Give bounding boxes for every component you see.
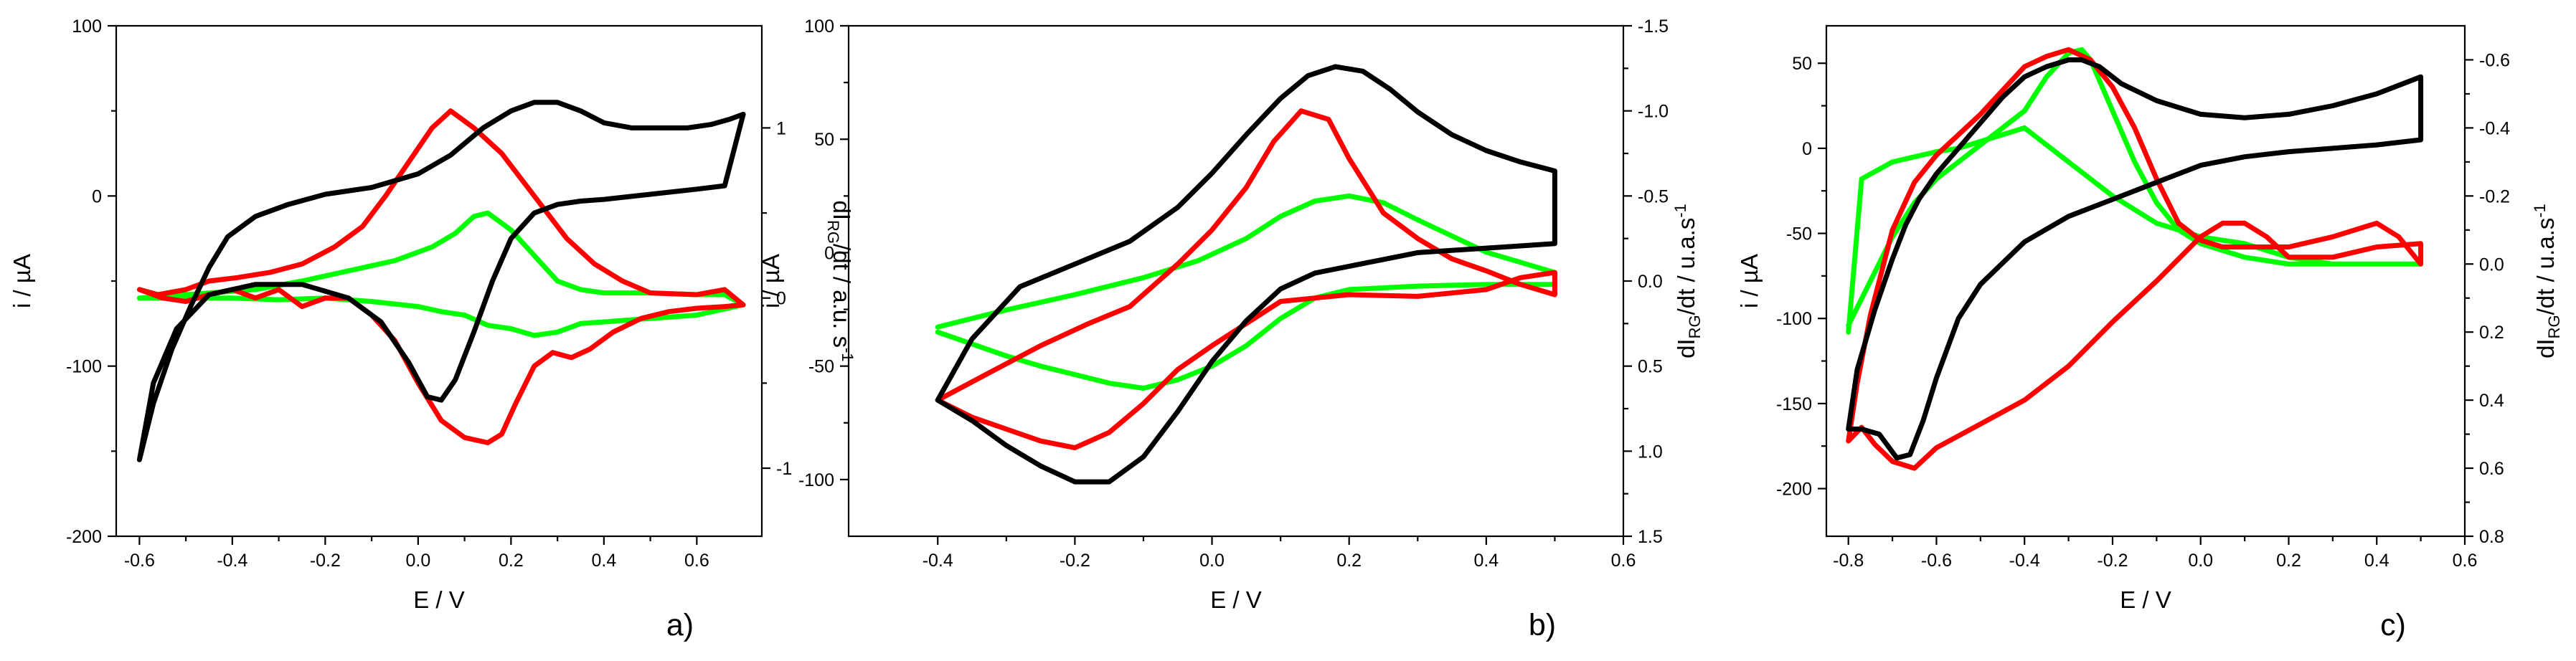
y-tick-label: -200 <box>66 527 102 547</box>
ticks-b: -0.4 -0.2 0.0 0.2 0.4 0.6 -100 -50 0 50 100 -1.5 -1.… <box>798 16 1669 571</box>
y-tick-label: -50 <box>1786 224 1812 244</box>
y2-tick-label: 0.2 <box>2479 323 2504 343</box>
y2-tick-label: -0.5 <box>1638 186 1669 206</box>
y2-tick-label: 0.5 <box>1638 357 1663 377</box>
series-drg-dt-green <box>1846 47 2424 335</box>
y2-tick-label: -0.2 <box>2479 186 2510 206</box>
y-tick-label: 0 <box>92 186 102 206</box>
y2-tick-label: -0.6 <box>2479 50 2510 70</box>
panel-b: -0.4 -0.2 0.0 0.2 0.4 0.6 -100 -50 0 50 100 -1.5 -1.… <box>758 16 1704 642</box>
curves-c <box>1846 47 2424 471</box>
x-tick-label: 0.6 <box>684 551 709 571</box>
series-cv <box>136 100 746 462</box>
y2-tick-label: -1 <box>776 459 792 479</box>
y-tick-label: -100 <box>66 357 102 377</box>
y2-tick-label: -1.0 <box>1638 102 1669 122</box>
series-drg-dt-green <box>136 210 746 338</box>
x-tick-label: 0.0 <box>405 551 430 571</box>
panel-a: -0.6 -0.4 -0.2 0.0 0.2 0.4 0.6 -200 -100 0 100 -1 0 1… <box>9 16 857 642</box>
y2-tick-label: 0.6 <box>2479 459 2504 479</box>
y2-tick-label: 0.0 <box>2479 255 2504 275</box>
x-tick-label: 0.2 <box>499 551 524 571</box>
y-tick-label: -150 <box>1776 394 1812 414</box>
x-tick-label: -0.4 <box>923 551 953 571</box>
ticks-c: -0.8 -0.6 -0.4 -0.2 0.0 0.2 0.4 0.6 -200 -150 -100… <box>1776 50 2510 571</box>
x-tick-label: 0.2 <box>2276 551 2301 571</box>
x-tick-label: -0.8 <box>1833 551 1864 571</box>
x-tick-label: -0.6 <box>124 551 155 571</box>
y-tick-label: -100 <box>798 470 834 490</box>
x-tick-label: -0.2 <box>310 551 341 571</box>
y-tick-label: 50 <box>814 130 834 150</box>
y2-tick-label: 1.5 <box>1638 527 1663 547</box>
y-tick-label: -50 <box>808 357 834 377</box>
panel-label: a) <box>666 608 694 642</box>
plot-frame <box>1825 24 2466 538</box>
y-tick-label: 50 <box>1792 54 1812 74</box>
x-tick-label: -0.2 <box>2097 551 2128 571</box>
x-tick-label: -0.2 <box>1060 551 1090 571</box>
series-drg-dt-red <box>136 108 746 445</box>
y-tick-label: -100 <box>1776 309 1812 329</box>
y2-tick-label: -1.5 <box>1638 16 1669 37</box>
x-tick-label: 0.4 <box>1473 551 1499 571</box>
y2-axis-title: dIRG/dt / a.u. s-1 <box>824 200 857 361</box>
x-axis-title: E / V <box>1210 586 1262 613</box>
y-tick-label: -200 <box>1776 480 1812 500</box>
x-tick-label: -0.4 <box>217 551 247 571</box>
series-cv <box>935 64 1557 485</box>
x-tick-label: 0.4 <box>2364 551 2389 571</box>
x-tick-label: -0.4 <box>2009 551 2040 571</box>
curves-a <box>136 100 746 462</box>
x-tick-label: 0.6 <box>2453 551 2478 571</box>
y-tick-label: 100 <box>804 16 834 37</box>
y2-tick-label: 0.8 <box>2479 527 2504 547</box>
x-tick-label: 0.0 <box>2188 551 2213 571</box>
panel-label: c) <box>2380 608 2406 642</box>
x-axis-title: E / V <box>413 586 465 613</box>
y2-tick-label: 1.0 <box>1638 442 1663 462</box>
y2-tick-label: 0.0 <box>1638 272 1663 292</box>
series-cv <box>1846 57 2424 461</box>
x-tick-label: 0.2 <box>1336 551 1362 571</box>
y-tick-label: 0 <box>1802 139 1812 159</box>
y-axis-title: i / µA <box>9 254 35 308</box>
curves-b <box>935 64 1557 485</box>
y-tick-label: 100 <box>72 16 102 37</box>
y2-tick-label: -0.4 <box>2479 118 2510 138</box>
y2-axis-title: dIRG/dt / u.a.s-1 <box>1671 204 1704 358</box>
x-tick-label: -0.6 <box>1921 551 1952 571</box>
x-axis-title: E / V <box>2120 586 2171 613</box>
series-drg-dt-red <box>1846 47 2424 471</box>
panel-label: b) <box>1529 608 1556 642</box>
x-tick-label: 0.6 <box>1611 551 1636 571</box>
x-tick-label: 0.0 <box>1199 551 1225 571</box>
series-drg-dt-red <box>935 108 1557 451</box>
y2-tick-label: 0.4 <box>2479 391 2504 411</box>
panel-c: -0.8 -0.6 -0.4 -0.2 0.0 0.2 0.4 0.6 -200 -150 -100… <box>1736 24 2563 642</box>
y-axis-title: i / µA <box>758 254 784 308</box>
y2-tick-label: 0 <box>776 289 786 309</box>
ticks-a: -0.6 -0.4 -0.2 0.0 0.2 0.4 0.6 -200 -100 0 100 -1 0 1 <box>66 16 792 571</box>
y2-tick-label: 1 <box>776 118 786 138</box>
y-axis-title: i / µA <box>1736 254 1763 308</box>
y2-axis-title: dIRG/dt / u.a.s-1 <box>2531 204 2563 358</box>
x-tick-label: 0.4 <box>591 551 616 571</box>
y-tick-label: 0 <box>824 243 834 263</box>
